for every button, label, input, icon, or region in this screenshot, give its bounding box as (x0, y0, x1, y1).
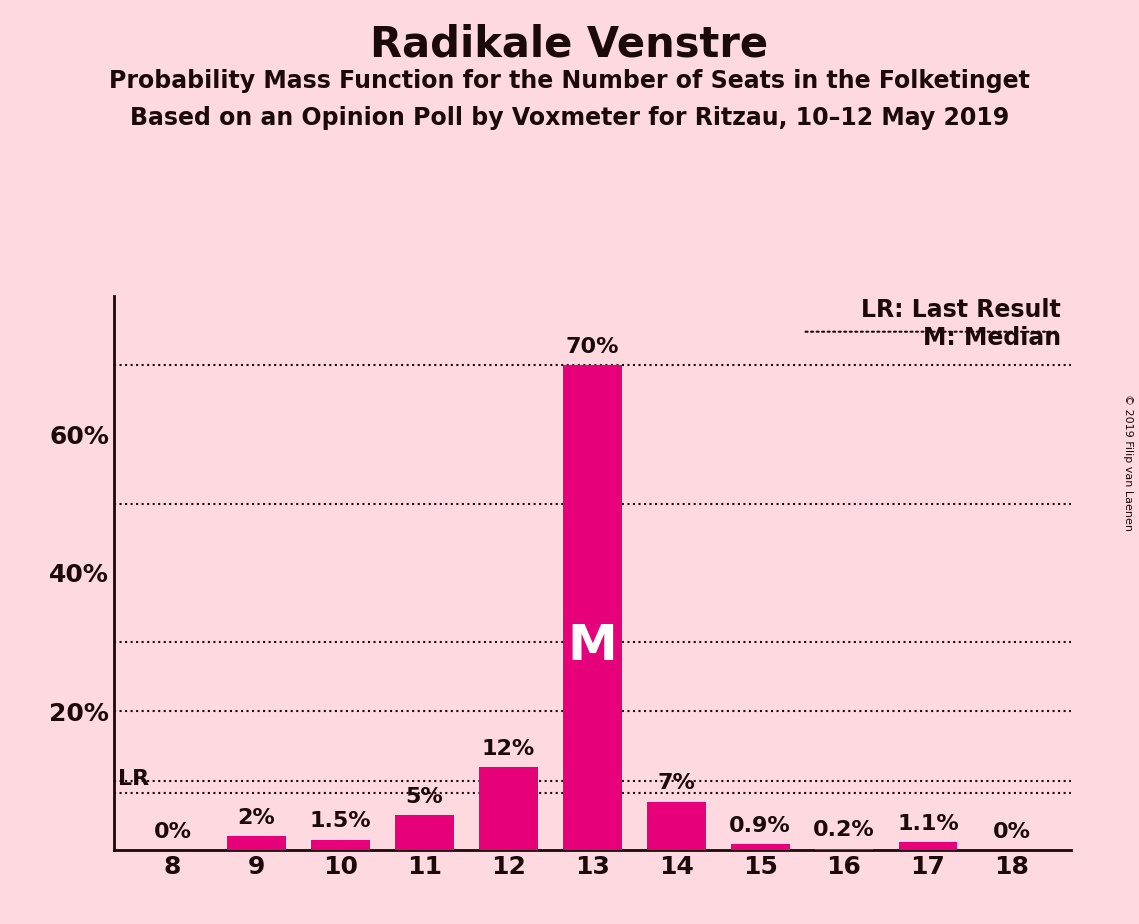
Bar (311, 840, 370, 850)
Text: 2%: 2% (238, 808, 276, 828)
Bar (814, 848, 874, 850)
Text: 0%: 0% (154, 821, 191, 842)
Text: LR: LR (118, 769, 149, 789)
Text: 0.9%: 0.9% (729, 816, 790, 835)
Text: 1.1%: 1.1% (898, 814, 959, 834)
Bar (563, 365, 622, 850)
Bar (647, 801, 705, 850)
Text: 0.2%: 0.2% (813, 821, 875, 841)
Text: M: M (567, 623, 617, 670)
Text: Radikale Venstre: Radikale Venstre (370, 23, 769, 65)
Text: © 2019 Filip van Laenen: © 2019 Filip van Laenen (1123, 394, 1133, 530)
Text: 5%: 5% (405, 787, 443, 808)
Text: 12%: 12% (482, 738, 535, 759)
Text: Based on an Opinion Poll by Voxmeter for Ritzau, 10–12 May 2019: Based on an Opinion Poll by Voxmeter for… (130, 106, 1009, 130)
Text: 7%: 7% (657, 773, 695, 793)
Text: 70%: 70% (566, 336, 618, 357)
Bar (731, 844, 789, 850)
Bar (480, 767, 538, 850)
Text: LR: Last Result: LR: Last Result (861, 298, 1062, 322)
Bar (899, 843, 958, 850)
Text: M: Median: M: Median (923, 326, 1062, 350)
Text: 1.5%: 1.5% (310, 811, 371, 832)
Bar (395, 816, 453, 850)
Text: Probability Mass Function for the Number of Seats in the Folketinget: Probability Mass Function for the Number… (109, 69, 1030, 93)
Text: 0%: 0% (993, 821, 1031, 842)
Bar (227, 836, 286, 850)
